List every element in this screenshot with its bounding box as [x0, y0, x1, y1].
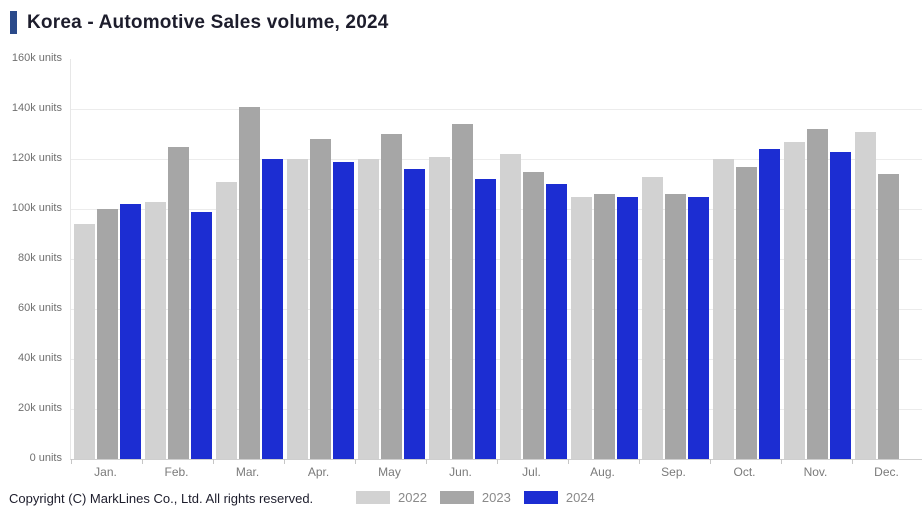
bar-2024-mar: [262, 159, 283, 459]
y-axis: 160k units 140k units 120k units 100k units…: [0, 52, 64, 472]
legend-swatch-2024: [523, 491, 558, 504]
bar-2023-aug: [594, 194, 615, 459]
legend-label-2024: 2024: [565, 490, 595, 505]
title-marker-icon: [10, 11, 17, 34]
bar-2022-oct: [713, 159, 734, 459]
legend-item-2024[interactable]: 2024: [523, 490, 595, 505]
legend-item-2022[interactable]: 2022: [356, 490, 427, 505]
bar-2022-dec: [855, 131, 876, 459]
bar-2022-feb: [145, 201, 166, 459]
y-tick-label: 160k units: [11, 52, 62, 64]
bar-2024-aug: [617, 196, 638, 459]
y-tick-label: 60k units: [17, 302, 62, 314]
x-axis-tick: [781, 459, 782, 464]
x-axis-tick: [639, 459, 640, 464]
bar-2023-jun: [452, 124, 473, 459]
legend-label-2023: 2023: [481, 490, 511, 505]
legend-swatch-2022: [356, 491, 390, 504]
bar-2024-feb: [191, 211, 212, 459]
bar-2023-jan: [97, 209, 118, 459]
bar-2024-oct: [759, 149, 780, 459]
x-axis-tick: [355, 459, 356, 464]
y-tick-label: 20k units: [17, 402, 62, 414]
gridline-100k: [71, 209, 922, 210]
x-label-mar: Mar.: [235, 465, 260, 479]
y-tick-label: 120k units: [11, 152, 62, 164]
y-tick-label: 100k units: [11, 202, 62, 214]
x-label-oct: Oct.: [733, 465, 756, 479]
bar-2022-sep: [642, 176, 663, 459]
plot-area: [70, 59, 922, 464]
bar-2023-mar: [239, 106, 260, 459]
legend-swatch-2023: [439, 491, 474, 504]
x-label-jul: Jul.: [522, 465, 541, 479]
legend: 2022 2023 2024: [356, 490, 608, 505]
bar-2024-sep: [688, 196, 709, 459]
gridline-80k: [71, 259, 922, 260]
bar-2024-may: [404, 169, 425, 459]
bar-2022-aug: [571, 196, 592, 459]
y-tick-label: 0 units: [29, 452, 62, 464]
bar-2023-apr: [310, 139, 331, 459]
gridline-140k: [71, 109, 922, 110]
page-title: Korea - Automotive Sales volume, 2024: [27, 11, 389, 33]
bar-2022-jun: [429, 156, 450, 459]
x-label-jan: Jan.: [94, 465, 117, 479]
bar-2022-jan: [74, 224, 95, 459]
x-axis-tick: [568, 459, 569, 464]
gridline-120k: [71, 159, 922, 160]
x-axis-tick: [497, 459, 498, 464]
chart-header: Korea - Automotive Sales volume, 2024: [10, 11, 389, 34]
bar-2024-jul: [546, 184, 567, 459]
x-label-jun: Jun.: [449, 465, 472, 479]
bar-2023-dec: [878, 174, 899, 459]
x-axis-tick: [142, 459, 143, 464]
x-label-feb: Feb.: [164, 465, 189, 479]
x-axis-tick: [71, 459, 72, 464]
x-label-dec: Dec.: [874, 465, 899, 479]
copyright-text: Copyright (C) MarkLines Co., Ltd. All ri…: [9, 491, 314, 506]
bar-2024-jun: [475, 179, 496, 459]
y-tick-label: 80k units: [17, 252, 62, 264]
bar-2023-jul: [523, 171, 544, 459]
bar-2022-apr: [287, 159, 308, 459]
bar-2023-nov: [807, 129, 828, 459]
bar-2023-sep: [665, 194, 686, 459]
x-axis-tick: [426, 459, 427, 464]
bar-2024-jan: [120, 204, 141, 459]
x-axis-tick: [284, 459, 285, 464]
x-axis-tick: [213, 459, 214, 464]
bar-2022-may: [358, 159, 379, 459]
x-label-may: May: [378, 465, 401, 479]
gridline-40k: [71, 359, 922, 360]
gridline-60k: [71, 309, 922, 310]
bar-2024-nov: [830, 151, 851, 459]
bar-2023-feb: [168, 146, 189, 459]
x-label-nov: Nov.: [803, 465, 828, 479]
gridline-20k: [71, 409, 922, 410]
x-label-aug: Aug.: [590, 465, 615, 479]
x-axis-tick: [852, 459, 853, 464]
bar-2022-mar: [216, 181, 237, 459]
y-tick-label: 40k units: [17, 352, 62, 364]
bar-2023-oct: [736, 166, 757, 459]
bar-2024-apr: [333, 161, 354, 459]
x-axis-tick: [710, 459, 711, 464]
bar-2023-may: [381, 134, 402, 459]
x-label-sep: Sep.: [661, 465, 686, 479]
y-tick-label: 140k units: [11, 102, 62, 114]
bar-2022-nov: [784, 141, 805, 459]
x-axis: Jan. Feb. Mar. Apr. May Jun. Jul. Aug. Sep. Oct. N…: [70, 465, 922, 481]
x-label-apr: Apr.: [307, 465, 330, 479]
legend-item-2023[interactable]: 2023: [439, 490, 511, 505]
legend-label-2022: 2022: [398, 490, 427, 505]
bar-2022-jul: [500, 154, 521, 459]
